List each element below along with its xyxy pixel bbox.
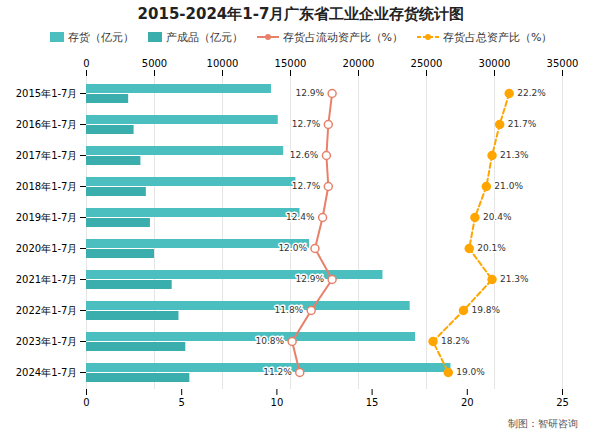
svg-text:12.0%: 12.0% xyxy=(278,243,307,253)
svg-text:12.7%: 12.7% xyxy=(292,181,321,191)
svg-text:2017年1-7月: 2017年1-7月 xyxy=(16,150,78,161)
svg-text:10: 10 xyxy=(271,397,284,408)
svg-text:2018年1-7月: 2018年1-7月 xyxy=(16,181,78,192)
html-text:产成品（亿元）: 产成品（亿元） xyxy=(165,30,243,44)
svg-text:12.6%: 12.6% xyxy=(290,150,319,160)
svg-text:20.1%: 20.1% xyxy=(477,243,506,253)
svg-text:2016年1-7月: 2016年1-7月 xyxy=(16,119,78,130)
svg-text:15: 15 xyxy=(366,397,379,408)
svg-text:2015年1-7月: 2015年1-7月 xyxy=(16,88,78,99)
svg-text:12.4%: 12.4% xyxy=(286,212,315,222)
svg-text:2019年1-7月: 2019年1-7月 xyxy=(16,212,78,223)
svg-text:25000: 25000 xyxy=(411,58,443,69)
svg-text:25: 25 xyxy=(556,397,569,408)
svg-text:0: 0 xyxy=(83,397,89,408)
svg-text:20000: 20000 xyxy=(343,58,375,69)
svg-text:10000: 10000 xyxy=(207,58,239,69)
html-text:存货占流动资产比（%）: 存货占流动资产比（%） xyxy=(282,30,403,44)
html-text:2015-2024年1-7月广东省工业企业存货统计图: 2015-2024年1-7月广东省工业企业存货统计图 xyxy=(137,5,465,23)
svg-text:10.8%: 10.8% xyxy=(256,336,285,346)
svg-text:21.7%: 21.7% xyxy=(508,119,537,129)
svg-text:22.2%: 22.2% xyxy=(517,88,546,98)
svg-text:15000: 15000 xyxy=(275,58,307,69)
svg-text:2024年1-7月: 2024年1-7月 xyxy=(16,367,78,378)
svg-text:20: 20 xyxy=(461,397,474,408)
svg-text:5: 5 xyxy=(179,397,185,408)
svg-text:0: 0 xyxy=(83,58,89,69)
svg-text:12.7%: 12.7% xyxy=(292,119,321,129)
svg-text:2020年1-7月: 2020年1-7月 xyxy=(16,243,78,254)
svg-text:11.8%: 11.8% xyxy=(275,305,304,315)
svg-text:21.3%: 21.3% xyxy=(500,150,529,160)
svg-text:2023年1-7月: 2023年1-7月 xyxy=(16,336,78,347)
svg-text:12.9%: 12.9% xyxy=(296,88,325,98)
html-text:存货占总资产比（%）: 存货占总资产比（%） xyxy=(443,30,553,44)
html-text:制图：智研咨询: 制图：智研咨询 xyxy=(508,418,578,429)
html-text:存货（亿元）: 存货（亿元） xyxy=(67,30,134,44)
svg-text:11.2%: 11.2% xyxy=(263,367,292,377)
svg-text:20.4%: 20.4% xyxy=(483,212,512,222)
svg-text:18.2%: 18.2% xyxy=(441,336,470,346)
svg-text:2021年1-7月: 2021年1-7月 xyxy=(16,274,78,285)
svg-text:30000: 30000 xyxy=(479,58,511,69)
svg-text:12.9%: 12.9% xyxy=(296,274,325,284)
svg-text:19.8%: 19.8% xyxy=(471,305,500,315)
svg-text:35000: 35000 xyxy=(547,58,579,69)
svg-text:21.0%: 21.0% xyxy=(494,181,523,191)
svg-text:21.3%: 21.3% xyxy=(500,274,529,284)
svg-text:2022年1-7月: 2022年1-7月 xyxy=(16,305,78,316)
svg-text:5000: 5000 xyxy=(142,58,167,69)
svg-text:19.0%: 19.0% xyxy=(456,367,485,377)
